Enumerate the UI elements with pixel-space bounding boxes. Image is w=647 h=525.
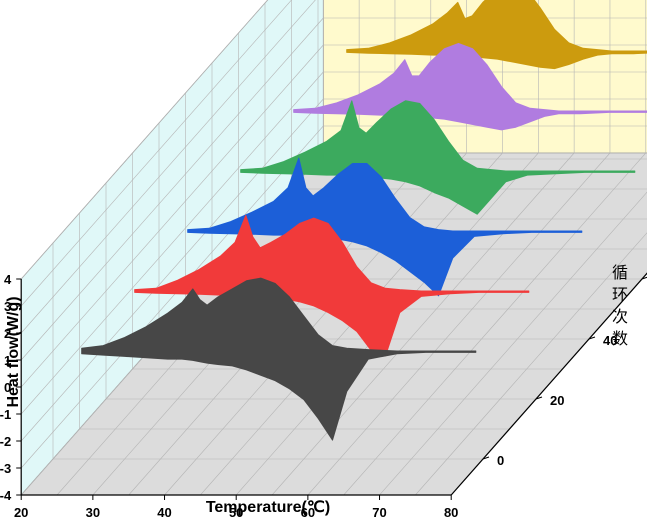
side-gridline-y <box>20 125 324 469</box>
floor-gridline-x <box>164 152 467 496</box>
floor-gridline-x <box>343 152 647 496</box>
z-tick-label: 0 <box>497 453 504 468</box>
x-tick-label: 40 <box>157 505 171 520</box>
y-axis-title: Heat flow(W/g) <box>5 296 22 407</box>
y-tick-label: -4 <box>0 488 12 503</box>
side-gridline-y <box>20 0 292 307</box>
z-axis-title-char: 循 <box>612 263 628 282</box>
z-axis-title: 循环次数 <box>612 263 628 348</box>
floor-gridline-x <box>271 152 575 496</box>
z-axis-line <box>450 272 647 496</box>
x-tick-label: 30 <box>86 505 100 520</box>
x-tick-label: 50 <box>229 505 243 520</box>
z-axis-title-char: 数 <box>612 329 628 348</box>
x-tick-label: 60 <box>301 505 315 520</box>
y-tick-label: 3 <box>4 299 11 314</box>
y-tick-label: 1 <box>4 353 11 368</box>
x-axis-title: Temperature(℃) <box>206 499 330 516</box>
x-tick-label: 20 <box>14 505 28 520</box>
series-cycle-0 <box>81 277 477 441</box>
z-axis-title-char: 次 <box>612 307 628 326</box>
side-gridline-y <box>20 98 324 442</box>
y-tick-label: 2 <box>4 326 11 341</box>
chart-series <box>81 0 647 441</box>
side-gridline-y <box>20 17 324 361</box>
y-tick-label: 4 <box>4 272 12 287</box>
x-tick-label: 70 <box>372 505 386 520</box>
y-tick-label: -2 <box>0 434 11 449</box>
y-tick-label: 0 <box>4 380 11 395</box>
z-tick-label: 40 <box>603 333 617 348</box>
z-axis-title-char: 环 <box>612 285 628 304</box>
side-gridline-y <box>20 71 324 415</box>
y-tick-label: -1 <box>0 407 11 422</box>
z-tick-label: 20 <box>550 393 564 408</box>
floor-gridline-x <box>307 152 611 496</box>
x-tick-label: 80 <box>444 505 458 520</box>
side-gridline-y <box>20 0 269 280</box>
side-gridline-y <box>20 0 316 334</box>
floor-gridline-x <box>415 232 647 496</box>
side-gridline-y <box>20 44 324 388</box>
y-tick-label: -3 <box>0 461 11 476</box>
floor-gridline-x <box>379 191 647 496</box>
